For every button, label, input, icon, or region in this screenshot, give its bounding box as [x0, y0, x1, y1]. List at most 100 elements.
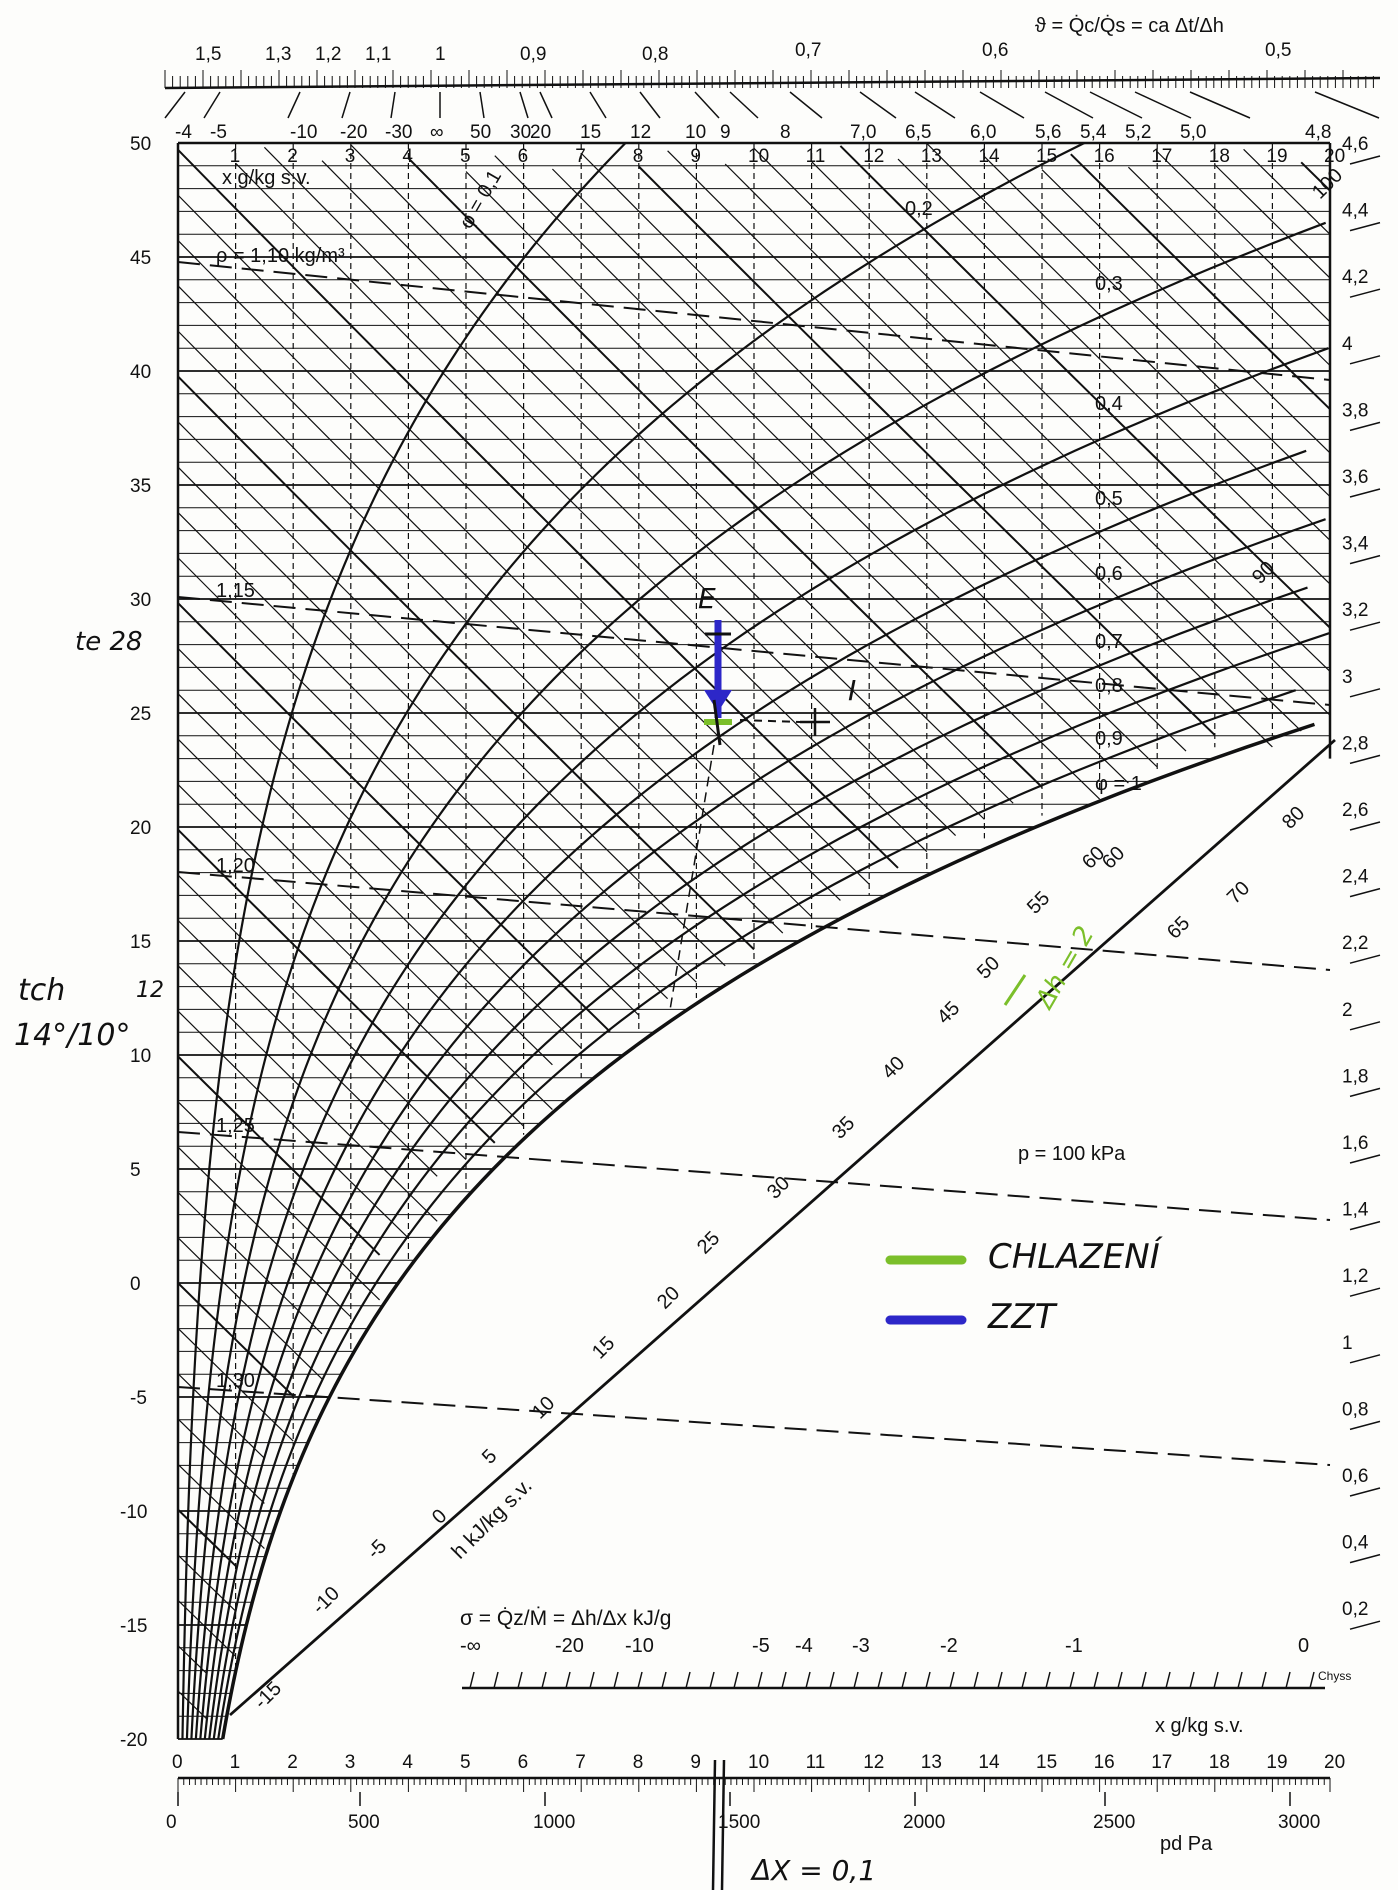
x-top-tick-label: 16 [1094, 146, 1115, 167]
sigma-tick [973, 1671, 979, 1689]
right-scale-label: 2 [1342, 1000, 1353, 1021]
rh-curve [194, 347, 1329, 1740]
right-scale-label: 0,6 [1342, 1466, 1368, 1487]
right-scale-tick [1349, 1420, 1381, 1431]
theta-label: 0,9 [520, 44, 546, 65]
theta-ray [979, 91, 1025, 119]
enthalpy-line [177, 1055, 381, 1256]
right-scale-tick [1349, 621, 1381, 631]
right-scale-tick [1349, 1154, 1381, 1164]
rh-curve [212, 632, 1330, 1740]
theta-label: 1,2 [315, 44, 341, 65]
x-bottom-tick-label: 0 [172, 1752, 183, 1773]
sigma-tick [1237, 1671, 1243, 1689]
x-top-tick-label: 15 [1036, 146, 1057, 167]
right-scale-tick [1349, 1553, 1381, 1564]
theta-label: 1,3 [265, 44, 291, 65]
enthalpy-line [177, 194, 870, 885]
pd-tick-label: 500 [348, 1812, 380, 1833]
enthalpy-line [177, 965, 438, 1222]
rh-label: 0,5 [1095, 488, 1123, 510]
x-bottom-tick-label: 6 [518, 1752, 529, 1773]
right-scale-label: 1,6 [1342, 1133, 1368, 1154]
enthalpy-label: 25 [693, 1227, 724, 1258]
right-scale-label: 1,4 [1342, 1200, 1369, 1221]
enthalpy-line [1070, 153, 1331, 410]
enthalpy-line [177, 1010, 409, 1239]
density-line [177, 1131, 1331, 1221]
enthalpy-line [177, 240, 841, 901]
enthalpy-label: 10 [528, 1392, 559, 1423]
enthalpy-line [177, 919, 438, 1177]
theta-inner-label: 6,5 [905, 122, 931, 143]
dx-marker-1 [711, 1759, 717, 1890]
theta-inner-label: -10 [290, 122, 317, 143]
sigma-guide-line [669, 744, 715, 1011]
enthalpy-title: h kJ/kg s.v. [447, 1474, 536, 1563]
enthalpy-line [983, 156, 1331, 498]
x-top-tick-label: 17 [1151, 146, 1172, 167]
rh-label: 0,7 [1095, 631, 1123, 653]
enthalpy-line [1243, 148, 1331, 235]
right-scale-tick [1349, 1087, 1381, 1098]
temp-tick-label: -10 [120, 1502, 147, 1523]
theta-inner-label: 6,0 [970, 122, 996, 143]
enthalpy-label: 5 [478, 1445, 501, 1468]
right-scale-tick [1349, 821, 1381, 831]
dh-annotation: Δh = 2 [1029, 921, 1101, 1015]
right-scale-tick [1349, 355, 1381, 365]
right-scale-label: 3 [1342, 667, 1353, 688]
sigma-corner: Chyss [1318, 1669, 1351, 1683]
enthalpy-outer-label: 80 [1278, 802, 1309, 833]
theta-label: 0,6 [982, 40, 1008, 61]
pressure-note: p = 100 kPa [1018, 1143, 1126, 1165]
x-top-tick-label: 1 [230, 146, 241, 167]
x-top-tick-label: 5 [460, 146, 471, 167]
theta-ray [539, 91, 553, 119]
sigma-label: -2 [940, 1635, 958, 1657]
right-scale-tick [1349, 221, 1381, 232]
enthalpy-label: 55 [1023, 887, 1054, 918]
temp-tick-label: -20 [120, 1730, 147, 1751]
x-bottom-tick-label: 2 [287, 1752, 298, 1773]
theta-ray [694, 91, 720, 119]
right-scale-tick [1349, 155, 1381, 165]
dx-marker-2 [720, 1759, 726, 1890]
enthalpy-line [724, 163, 1302, 732]
sigma-tick [853, 1671, 859, 1689]
x-bottom-tick-label: 9 [690, 1752, 701, 1773]
temp-tick-label: 40 [130, 362, 151, 383]
enthalpy-line [177, 466, 697, 983]
temp-tick-label: 30 [130, 590, 151, 611]
rh-label: 0,8 [1095, 675, 1123, 697]
rh-curve [217, 689, 1297, 1740]
tch-values-annotation: 14°/10° [14, 1018, 130, 1053]
enthalpy-line [1156, 151, 1331, 323]
sigma-tick [805, 1671, 811, 1689]
enthalpy-line [177, 557, 640, 1016]
sigma-tick [1117, 1671, 1123, 1689]
enthalpy-label: 20 [653, 1282, 684, 1313]
enthalpy-line [811, 161, 1331, 672]
theta-ray [914, 91, 956, 119]
x-bottom-tick-label: 10 [748, 1752, 769, 1773]
sigma-tick [733, 1671, 739, 1689]
theta-ray [164, 91, 186, 119]
theta-inner-label: 4,8 [1305, 122, 1331, 143]
right-scale-tick [1349, 488, 1381, 498]
pd-tick-label: 0 [166, 1812, 177, 1833]
legend-label: CHLAZENÍ [988, 1236, 1164, 1277]
enthalpy-line [177, 330, 784, 934]
temp-tick-label: 20 [130, 818, 151, 839]
enthalpy-outer-label: 60 [1098, 842, 1129, 873]
enthalpy-outer-label: 90 [1248, 557, 1279, 588]
enthalpy-line [580, 152, 1187, 752]
x-top-tick-label: 19 [1266, 146, 1287, 167]
theta-label: 0,7 [795, 40, 821, 61]
sigma-label: -∞ [460, 1635, 481, 1657]
sigma-tick [949, 1671, 955, 1689]
sigma-tick [997, 1671, 1003, 1689]
x-top-tick-label: 2 [287, 146, 298, 167]
sigma-tick [925, 1671, 931, 1689]
theta-inner-label: 5,4 [1080, 122, 1107, 143]
